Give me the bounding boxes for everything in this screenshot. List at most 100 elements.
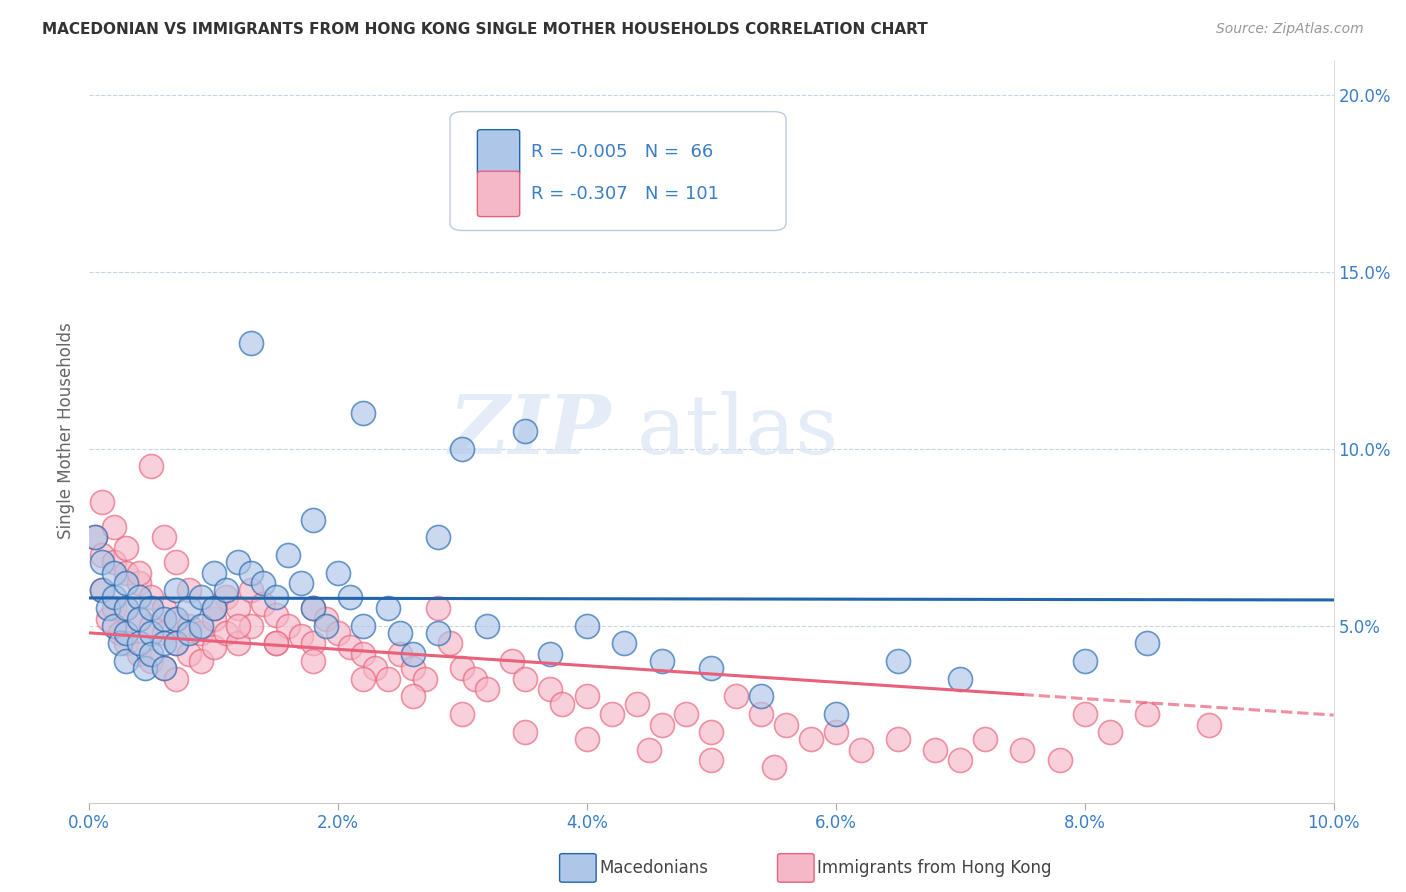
Point bbox=[115, 601, 138, 615]
Point bbox=[626, 697, 648, 711]
Point bbox=[264, 608, 287, 623]
Point bbox=[128, 566, 150, 580]
Point bbox=[315, 618, 337, 632]
Point bbox=[290, 629, 312, 643]
Point bbox=[513, 672, 536, 686]
Point bbox=[84, 530, 107, 544]
Point bbox=[264, 636, 287, 650]
Point bbox=[700, 187, 723, 202]
Point bbox=[800, 731, 823, 746]
Point bbox=[165, 636, 187, 650]
Point bbox=[141, 654, 163, 668]
Point bbox=[97, 601, 120, 615]
Point bbox=[239, 618, 262, 632]
Point bbox=[115, 601, 138, 615]
Point bbox=[128, 576, 150, 591]
Y-axis label: Single Mother Households: Single Mother Households bbox=[58, 323, 75, 540]
Point bbox=[501, 654, 523, 668]
Point bbox=[177, 625, 200, 640]
Point bbox=[177, 583, 200, 598]
Point bbox=[1073, 707, 1095, 722]
Point bbox=[252, 598, 274, 612]
Point bbox=[239, 335, 262, 350]
Point bbox=[389, 647, 412, 661]
Point bbox=[1098, 724, 1121, 739]
Point bbox=[538, 647, 561, 661]
Point bbox=[97, 612, 120, 626]
Point bbox=[141, 618, 163, 632]
Point bbox=[651, 654, 673, 668]
Point bbox=[103, 519, 125, 533]
Point bbox=[302, 512, 325, 526]
Text: ZIP: ZIP bbox=[449, 391, 612, 471]
Point bbox=[974, 731, 997, 746]
Text: R = -0.005   N =  66: R = -0.005 N = 66 bbox=[531, 144, 713, 161]
Point bbox=[277, 618, 299, 632]
Point bbox=[215, 583, 238, 598]
Point bbox=[613, 636, 636, 650]
Point bbox=[90, 583, 112, 598]
Point bbox=[551, 697, 574, 711]
Point bbox=[401, 647, 423, 661]
Point bbox=[513, 424, 536, 438]
Point bbox=[290, 576, 312, 591]
Text: Macedonians: Macedonians bbox=[599, 859, 709, 877]
Point bbox=[352, 618, 374, 632]
Point bbox=[152, 661, 174, 675]
Point bbox=[252, 576, 274, 591]
Point bbox=[824, 724, 846, 739]
Point bbox=[152, 601, 174, 615]
Point bbox=[277, 548, 299, 562]
Point bbox=[128, 636, 150, 650]
Point bbox=[264, 591, 287, 605]
Point bbox=[202, 601, 225, 615]
Point bbox=[651, 718, 673, 732]
Point bbox=[84, 530, 107, 544]
Point bbox=[165, 612, 187, 626]
Point bbox=[638, 742, 661, 756]
Point bbox=[152, 625, 174, 640]
Point bbox=[90, 555, 112, 569]
Point bbox=[115, 576, 138, 591]
Point bbox=[700, 753, 723, 767]
Point bbox=[315, 612, 337, 626]
Point bbox=[202, 640, 225, 654]
Point bbox=[426, 625, 449, 640]
Point bbox=[352, 672, 374, 686]
Point bbox=[103, 566, 125, 580]
Point bbox=[239, 583, 262, 598]
Point bbox=[215, 625, 238, 640]
Point bbox=[239, 566, 262, 580]
Point bbox=[115, 541, 138, 555]
Point bbox=[202, 601, 225, 615]
Point bbox=[352, 406, 374, 420]
Point bbox=[165, 583, 187, 598]
Point bbox=[377, 601, 399, 615]
Point bbox=[177, 618, 200, 632]
Point bbox=[190, 618, 212, 632]
Point bbox=[202, 566, 225, 580]
Point bbox=[477, 682, 499, 697]
Point bbox=[1049, 753, 1071, 767]
Point bbox=[165, 672, 187, 686]
Point bbox=[1136, 636, 1159, 650]
Point bbox=[90, 583, 112, 598]
Point bbox=[141, 459, 163, 474]
Point bbox=[575, 690, 598, 704]
Point bbox=[924, 742, 946, 756]
Point bbox=[108, 636, 131, 650]
Point bbox=[451, 661, 474, 675]
Point bbox=[152, 530, 174, 544]
Point bbox=[302, 654, 325, 668]
Point bbox=[202, 612, 225, 626]
Point bbox=[90, 548, 112, 562]
Point bbox=[264, 636, 287, 650]
Point bbox=[228, 618, 250, 632]
Point bbox=[326, 625, 349, 640]
Point bbox=[849, 742, 872, 756]
Point bbox=[141, 647, 163, 661]
Point bbox=[103, 618, 125, 632]
Point bbox=[700, 661, 723, 675]
Point bbox=[215, 591, 238, 605]
Point bbox=[413, 672, 436, 686]
